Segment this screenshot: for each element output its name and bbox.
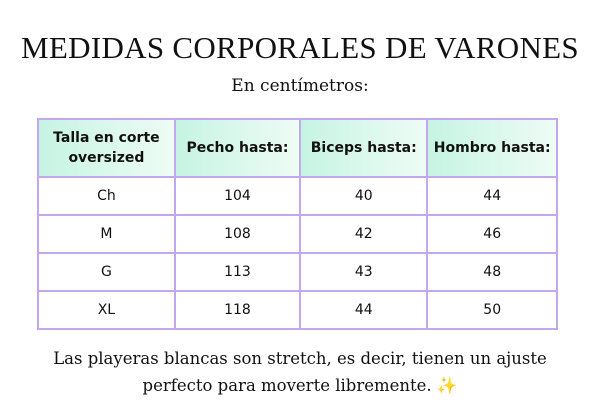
table-cell: M (37, 214, 176, 254)
sparkles-icon: ✨ (436, 376, 458, 395)
table-cell: 104 (173, 176, 302, 216)
table-row: XL 118 44 50 (37, 290, 558, 330)
table-cell: 46 (426, 214, 558, 254)
page-title: MEDIDAS CORPORALES DE VARONES (21, 30, 579, 65)
table-cell: 44 (426, 176, 558, 216)
table-cell: 43 (299, 252, 429, 292)
table-cell: G (37, 252, 176, 292)
footnote-line-1: Las playeras blancas son stretch, es dec… (53, 349, 547, 368)
table-row: Ch 104 40 44 (37, 176, 558, 216)
footnote-line-2: perfecto para moverte libremente. (142, 376, 432, 395)
header-size: Talla en corte oversized (37, 118, 176, 178)
table-cell: 118 (173, 290, 302, 330)
table-header-row: Talla en corte oversized Pecho hasta: Bi… (37, 118, 558, 178)
page-subtitle: En centímetros: (231, 76, 369, 96)
footnote: Las playeras blancas son stretch, es dec… (0, 345, 600, 399)
header-biceps: Biceps hasta: (299, 118, 429, 178)
table-cell: XL (37, 290, 176, 330)
table-cell: 44 (299, 290, 429, 330)
table-cell: 50 (426, 290, 558, 330)
table-cell: 108 (173, 214, 302, 254)
table-cell: 113 (173, 252, 302, 292)
table-row: G 113 43 48 (37, 252, 558, 292)
table-row: M 108 42 46 (37, 214, 558, 254)
header-shoulder: Hombro hasta: (426, 118, 558, 178)
table-cell: Ch (37, 176, 176, 216)
size-table: Talla en corte oversized Pecho hasta: Bi… (37, 118, 558, 330)
table-cell: 40 (299, 176, 429, 216)
table-cell: 42 (299, 214, 429, 254)
table-cell: 48 (426, 252, 558, 292)
header-chest: Pecho hasta: (173, 118, 302, 178)
